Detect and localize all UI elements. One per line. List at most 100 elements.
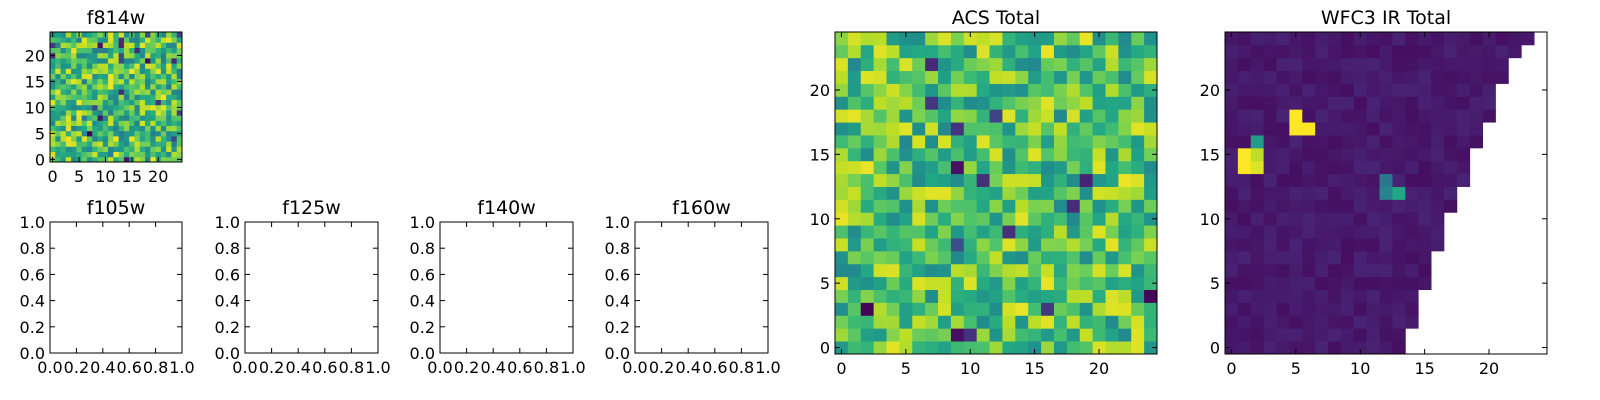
heatmap-cell bbox=[899, 289, 913, 303]
heatmap-cell bbox=[1315, 96, 1329, 110]
heatmap-cell bbox=[145, 32, 151, 38]
heatmap-cell bbox=[847, 212, 862, 226]
heatmap-cell bbox=[1028, 186, 1042, 200]
heatmap-cell bbox=[912, 263, 926, 278]
heatmap-cell bbox=[86, 99, 93, 106]
heatmap-cell bbox=[81, 104, 88, 111]
heatmap-cell bbox=[1015, 238, 1029, 252]
heatmap-cell bbox=[1379, 225, 1393, 239]
heatmap-cell bbox=[1263, 173, 1277, 187]
heatmap-cell bbox=[1002, 250, 1016, 265]
heatmap-cell bbox=[150, 52, 156, 59]
heatmap-cell bbox=[1250, 302, 1265, 316]
heatmap-cell bbox=[1340, 57, 1355, 72]
heatmap-cell bbox=[989, 276, 1003, 290]
heatmap-cell bbox=[925, 238, 939, 252]
x-tick-label: 0.6 bbox=[507, 358, 532, 377]
heatmap-cell bbox=[1053, 199, 1068, 213]
heatmap-cell bbox=[139, 141, 146, 147]
heatmap-cell bbox=[150, 125, 156, 132]
heatmap-cell bbox=[1418, 212, 1432, 226]
heatmap-cell bbox=[1328, 44, 1342, 59]
heatmap-cell bbox=[1118, 238, 1132, 252]
heatmap-cell bbox=[1237, 199, 1252, 213]
heatmap-cell bbox=[1118, 135, 1132, 149]
heatmap-cell bbox=[873, 289, 887, 303]
heatmap-cell bbox=[1456, 160, 1471, 175]
heatmap-cell bbox=[989, 225, 1003, 239]
heatmap-cell bbox=[1237, 341, 1252, 355]
heatmap-cell bbox=[989, 147, 1003, 162]
axes-frame bbox=[49, 221, 183, 354]
heatmap-cell bbox=[1066, 276, 1081, 290]
heatmap-cell bbox=[97, 151, 104, 158]
heatmap-cell bbox=[976, 302, 990, 316]
heatmap-cell bbox=[171, 73, 178, 80]
heatmap-cell bbox=[1328, 83, 1342, 97]
heatmap-cell bbox=[925, 341, 939, 355]
heatmap-cell bbox=[1028, 302, 1042, 316]
heatmap-cell bbox=[912, 135, 926, 149]
heatmap-cell bbox=[1237, 250, 1252, 265]
heatmap-cell bbox=[145, 42, 151, 48]
heatmap-cell bbox=[1092, 70, 1106, 84]
x-tick-label: 5 bbox=[901, 359, 911, 378]
heatmap-cell bbox=[912, 225, 926, 239]
heatmap-cell bbox=[835, 135, 849, 149]
heatmap-cell bbox=[1405, 83, 1419, 97]
y-tick-label: 0.0 bbox=[20, 344, 45, 363]
heatmap-cell bbox=[886, 96, 900, 110]
heatmap-cell bbox=[102, 47, 109, 54]
heatmap-cell bbox=[1469, 32, 1483, 46]
heatmap-cell bbox=[97, 58, 104, 64]
heatmap-cell bbox=[1105, 238, 1119, 252]
heatmap-cell bbox=[50, 136, 56, 142]
heatmap-cell bbox=[134, 52, 141, 59]
heatmap-cell bbox=[1405, 96, 1419, 110]
heatmap-cell bbox=[92, 37, 98, 43]
heatmap-cell bbox=[1263, 199, 1277, 213]
heatmap-cell bbox=[76, 125, 83, 132]
heatmap-cell bbox=[134, 125, 141, 132]
heatmap-cell bbox=[1276, 57, 1290, 72]
heatmap-cell bbox=[950, 70, 965, 84]
heatmap-cell bbox=[50, 146, 56, 152]
heatmap-cell bbox=[950, 263, 965, 278]
heatmap-cell bbox=[1028, 250, 1042, 265]
heatmap-cell bbox=[963, 57, 978, 72]
x-tick-label: 0.4 bbox=[480, 358, 505, 377]
heatmap-cell bbox=[1131, 225, 1145, 239]
heatmap-cell bbox=[1353, 135, 1368, 149]
heatmap-cell bbox=[102, 37, 109, 43]
heatmap-cell bbox=[1353, 238, 1368, 252]
heatmap-cell bbox=[134, 120, 141, 126]
heatmap-cell bbox=[950, 160, 965, 175]
heatmap-cell bbox=[1066, 147, 1081, 162]
heatmap-cell bbox=[176, 47, 183, 54]
heatmap-cell bbox=[81, 78, 88, 85]
heatmap-cell bbox=[1015, 96, 1029, 110]
heatmap-cell bbox=[108, 141, 114, 147]
heatmap-cell bbox=[899, 96, 913, 110]
heatmap-cell bbox=[925, 212, 939, 226]
heatmap-cell bbox=[847, 263, 862, 278]
heatmap-cell bbox=[55, 120, 61, 126]
heatmap-cell bbox=[976, 328, 990, 342]
heatmap-cell bbox=[1289, 276, 1303, 290]
heatmap-cell bbox=[81, 141, 88, 147]
heatmap-cell bbox=[160, 125, 167, 132]
heatmap-cell bbox=[1315, 135, 1329, 149]
x-tick-label: 20 bbox=[1479, 359, 1499, 378]
heatmap-cell bbox=[873, 238, 887, 252]
heatmap-cell bbox=[1431, 109, 1445, 123]
heatmap-cell bbox=[912, 199, 926, 213]
heatmap-cell bbox=[1328, 186, 1342, 200]
heatmap-cell bbox=[1469, 96, 1483, 110]
heatmap-cell bbox=[1041, 160, 1055, 175]
heatmap-cell bbox=[92, 104, 98, 111]
heatmap-cell bbox=[1302, 302, 1316, 316]
heatmap-cell bbox=[938, 83, 952, 97]
heatmap-cell bbox=[1379, 32, 1393, 46]
heatmap-cell bbox=[155, 73, 162, 80]
heatmap-cell bbox=[129, 37, 135, 43]
